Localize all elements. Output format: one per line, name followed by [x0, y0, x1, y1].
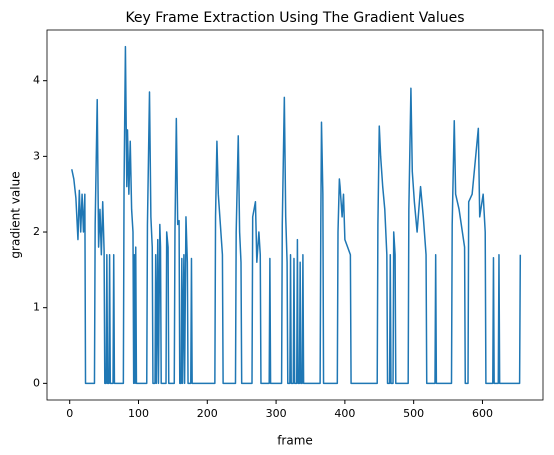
y-tick-label: 3 [33, 149, 40, 162]
chart-title: Key Frame Extraction Using The Gradient … [125, 10, 464, 26]
x-tick-label: 500 [403, 407, 424, 420]
x-tick-label: 200 [197, 407, 218, 420]
data-line [71, 45, 522, 385]
x-tick-label: 300 [266, 407, 287, 420]
y-tick-label: 0 [33, 376, 40, 389]
y-axis-label: gradient value [9, 171, 23, 258]
y-tick-label: 2 [33, 225, 40, 238]
x-tick-label: 100 [128, 407, 149, 420]
x-tick-label: 400 [334, 407, 355, 420]
y-tick-label: 1 [33, 301, 40, 314]
y-tick-label: 4 [33, 74, 40, 87]
plot-frame [46, 29, 544, 401]
x-tick-label: 600 [472, 407, 493, 420]
x-tick-label: 0 [66, 407, 73, 420]
x-axis-label: frame [277, 434, 313, 448]
